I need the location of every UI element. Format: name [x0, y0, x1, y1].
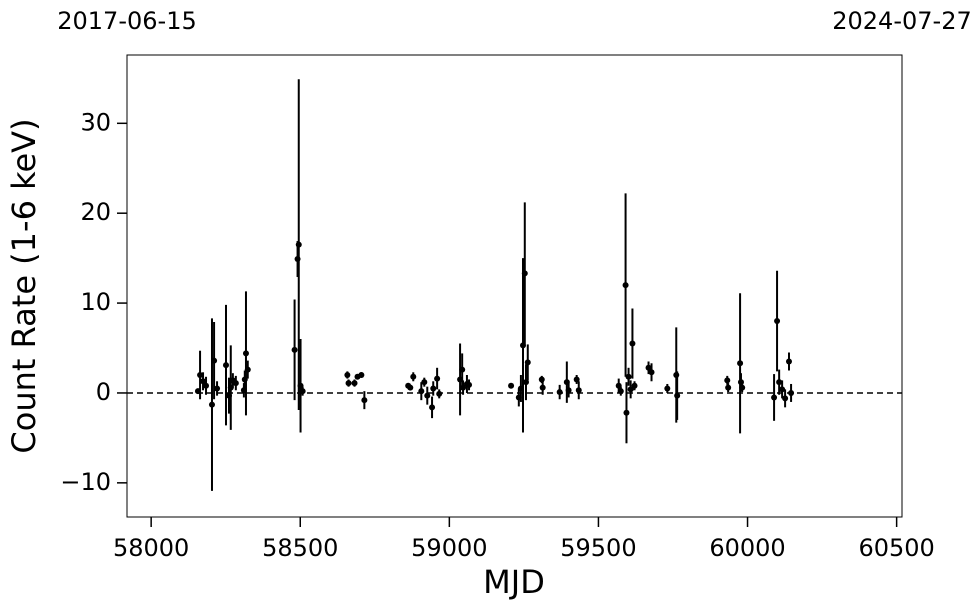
- data-point: [556, 389, 563, 396]
- y-tick-label: 10: [80, 288, 111, 316]
- data-point: [627, 386, 634, 393]
- data-point: [645, 364, 652, 371]
- data-point: [295, 241, 302, 248]
- data-point: [299, 388, 306, 395]
- data-point: [725, 384, 732, 391]
- data-point: [436, 390, 443, 397]
- top-date-label: 2024-07-27: [832, 7, 971, 35]
- data-point: [430, 385, 437, 392]
- data-point: [214, 385, 221, 392]
- x-tick-label: 60500: [858, 534, 934, 562]
- data-point: [776, 379, 783, 386]
- data-point: [779, 386, 786, 393]
- data-point: [345, 380, 352, 387]
- y-tick-label: 20: [80, 198, 111, 226]
- x-axis-label: MJD: [483, 563, 545, 601]
- data-point: [242, 350, 249, 357]
- data-point: [203, 382, 210, 389]
- data-point: [421, 379, 428, 386]
- data-point: [211, 357, 218, 364]
- data-point: [771, 394, 778, 401]
- plot-frame: [126, 54, 903, 518]
- data-point: [629, 340, 636, 347]
- data-point: [434, 375, 441, 382]
- data-point: [724, 377, 731, 384]
- data-point: [648, 369, 655, 376]
- data-point: [429, 404, 436, 411]
- data-point: [524, 359, 531, 366]
- data-point: [623, 409, 630, 416]
- y-tick-label: −10: [60, 468, 111, 496]
- data-point: [625, 373, 632, 380]
- data-point: [785, 358, 792, 365]
- data-point: [208, 401, 215, 408]
- data-point: [351, 380, 358, 387]
- data-point: [244, 366, 251, 373]
- data-point: [410, 373, 417, 380]
- data-point: [197, 371, 204, 378]
- data-point: [459, 366, 466, 373]
- data-point: [232, 380, 239, 387]
- data-point: [466, 381, 473, 388]
- y-axis-label: Count Rate (1-6 keV): [5, 118, 43, 453]
- data-point: [291, 346, 298, 353]
- data-point: [508, 382, 515, 389]
- x-tick-label: 60000: [709, 534, 785, 562]
- data-point: [522, 379, 529, 386]
- data-point: [344, 371, 351, 378]
- data-point: [418, 388, 425, 395]
- data-point: [664, 385, 671, 392]
- data-point: [737, 360, 744, 367]
- data-point: [521, 270, 528, 277]
- data-point: [788, 389, 795, 396]
- data-point: [573, 376, 580, 383]
- x-tick-label: 59000: [411, 534, 487, 562]
- data-point: [407, 384, 414, 391]
- data-point: [539, 384, 546, 391]
- data-point: [622, 282, 629, 289]
- data-point: [222, 362, 229, 369]
- x-tick-label: 58000: [113, 534, 189, 562]
- data-point: [774, 318, 781, 325]
- data-point: [565, 387, 572, 394]
- data-point: [617, 388, 624, 395]
- top-date-label: 2017-06-15: [57, 7, 196, 35]
- y-tick-label: 0: [96, 378, 111, 406]
- data-point: [631, 382, 638, 389]
- data-point: [739, 384, 746, 391]
- data-point: [361, 397, 368, 404]
- data-point: [200, 378, 207, 385]
- x-tick-label: 59500: [560, 534, 636, 562]
- data-point: [424, 392, 431, 399]
- data-point: [782, 395, 789, 402]
- data-point: [674, 392, 681, 399]
- x-tick-label: 58500: [262, 534, 338, 562]
- data-point: [460, 384, 467, 391]
- y-tick-label: 30: [80, 108, 111, 136]
- data-point: [575, 387, 582, 394]
- data-point: [358, 371, 365, 378]
